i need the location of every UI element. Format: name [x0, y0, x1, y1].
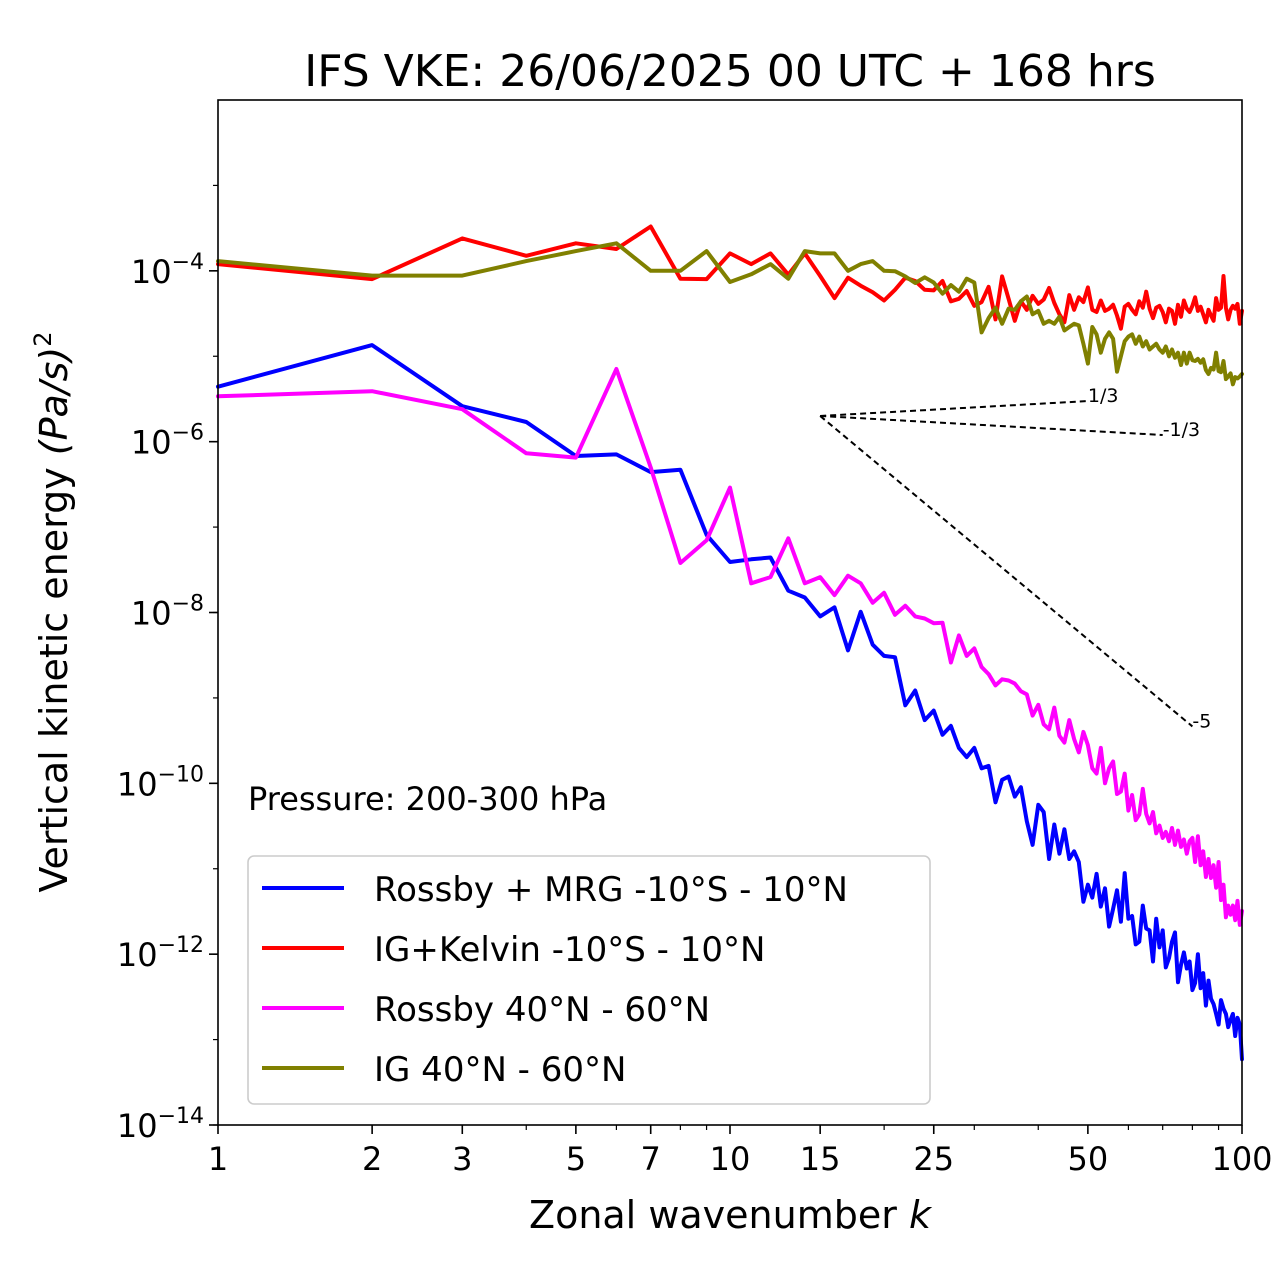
legend: Rossby + MRG -10°S - 10°N IG+Kelvin -10°… [247, 855, 931, 1105]
legend-label: Rossby 40°N - 60°N [374, 990, 710, 1030]
y-tick-label: 10−4 [131, 250, 204, 291]
legend-label: IG 40°N - 60°N [374, 1050, 626, 1090]
legend-label: Rossby + MRG -10°S - 10°N [374, 870, 848, 910]
reference-slope-label: -1/3 [1163, 419, 1200, 441]
series-line [216, 224, 1244, 331]
chart-title: IFS VKE: 26/06/2025 00 UTC + 168 hrs [304, 46, 1156, 97]
x-tick-label: 3 [452, 1140, 472, 1178]
reference-slope-line [819, 415, 1194, 728]
x-tick-label: 7 [641, 1140, 661, 1178]
legend-label: IG+Kelvin -10°S - 10°N [374, 930, 765, 970]
x-tick-label: 15 [800, 1140, 841, 1178]
x-tick-label: 50 [1068, 1140, 1109, 1178]
x-tick-label: 2 [362, 1140, 382, 1178]
y-tick-label: 10−12 [117, 933, 204, 974]
y-ticks: 10−4 10−6 10−8 10−10 10−12 10−14 [117, 184, 218, 1145]
series-line [216, 343, 1244, 1062]
series-layer [216, 224, 1244, 1062]
x-tick-label: 25 [913, 1140, 954, 1178]
y-tick-label: 10−14 [117, 1104, 204, 1145]
reference-slope-line [820, 414, 1163, 436]
y-axis-label: Vertical kinetic energy (Pa/s)2 [29, 331, 76, 892]
series-line [216, 241, 1244, 387]
reference-slope-label: 1/3 [1088, 385, 1119, 407]
y-tick-label: 10−10 [117, 762, 204, 803]
reference-slopes: 1/3 -1/3 -5 [819, 385, 1211, 732]
series-line [216, 367, 1244, 927]
legend-box [247, 855, 931, 1105]
y-tick-label: 10−6 [131, 421, 204, 462]
reference-slope-label: -5 [1192, 710, 1211, 732]
x-tick-label: 10 [710, 1140, 751, 1178]
reference-slope-line [820, 400, 1088, 417]
y-tick-label: 10−8 [131, 592, 204, 633]
x-tick-label: 100 [1211, 1140, 1272, 1178]
x-tick-label: 1 [208, 1140, 228, 1178]
x-tick-label: 5 [566, 1140, 586, 1178]
x-ticks: 1 2 3 5 7 10 15 25 50 100 [208, 1125, 1273, 1178]
pressure-annotation: Pressure: 200-300 hPa [248, 780, 607, 818]
x-axis-label: Zonal wavenumber k [529, 1193, 933, 1237]
